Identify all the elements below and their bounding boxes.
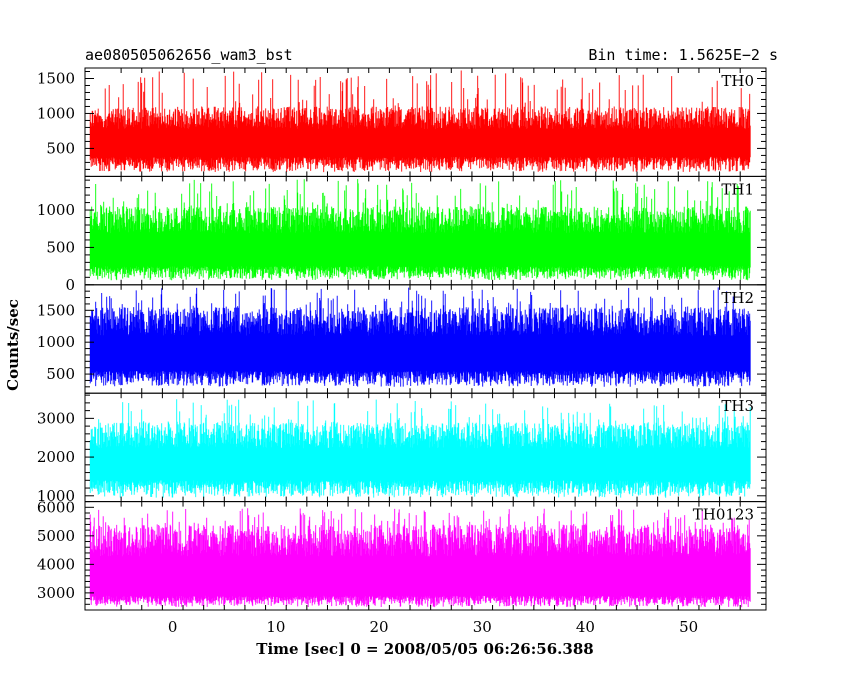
y-tick-label: 1000 [37, 333, 75, 351]
y-tick-label: 3000 [37, 409, 75, 427]
y-tick-label: 2000 [37, 448, 75, 466]
panel-th0123: 3000 4000 5000 6000 TH0123 [37, 498, 767, 611]
y-tick-label: 3000 [37, 584, 75, 602]
y-tick-label: 500 [46, 238, 75, 256]
y-tick-label: 1000 [37, 104, 75, 122]
panel-th1: 0 500 1000 TH1 [37, 175, 767, 294]
x-tick-label: 0 [168, 618, 178, 636]
series-th3 [89, 399, 751, 498]
panels-group: 500 1000 1500 TH0 0 500 1000 TH1 500 1000 1500 TH2 1… [37, 67, 767, 611]
x-tick-label: 30 [473, 618, 492, 636]
y-tick-label: 1000 [37, 487, 75, 505]
panel-th0: 500 1000 1500 TH0 [37, 67, 767, 177]
y-tick-label: 0 [65, 276, 75, 294]
y-tick-label: 500 [46, 365, 75, 383]
y-tick-label: 500 [46, 139, 75, 157]
x-tick-label: 40 [576, 618, 595, 636]
y-tick-label: 4000 [37, 555, 75, 573]
y-tick-label: 5000 [37, 527, 75, 545]
y-tick-label: 1000 [37, 201, 75, 219]
panel-label: TH0123 [693, 506, 754, 524]
series-th2 [89, 287, 751, 387]
y-tick-label: 1500 [37, 301, 75, 319]
x-tick-label: 10 [266, 618, 285, 636]
series-th1 [89, 179, 751, 281]
chart-title-right: Bin time: 1.5625E−2 s [588, 46, 778, 64]
series-th0 [89, 70, 751, 173]
x-tick-label: 20 [370, 618, 389, 636]
panel-label: TH2 [721, 289, 754, 307]
x-tick-label: 50 [679, 618, 698, 636]
series-th0123 [89, 508, 751, 608]
x-axis-label: Time [sec] 0 = 2008/05/05 06:26:56.388 [256, 640, 593, 658]
y-axis-label: Counts/sec [4, 299, 22, 391]
panel-th2: 500 1000 1500 TH2 [37, 284, 767, 394]
panel-frame [84, 501, 767, 611]
panel-label: TH3 [721, 397, 754, 415]
y-tick-label: 6000 [37, 498, 75, 516]
chart-title-left: ae080505062656_wam3_bst [85, 46, 293, 64]
x-axis: 0 10 20 30 40 50 [168, 618, 698, 636]
panel-label: TH0 [721, 72, 754, 90]
panel-label: TH1 [721, 180, 754, 198]
y-tick-label: 1500 [37, 69, 75, 87]
panel-th3: 1000 2000 3000 TH3 [37, 392, 767, 505]
